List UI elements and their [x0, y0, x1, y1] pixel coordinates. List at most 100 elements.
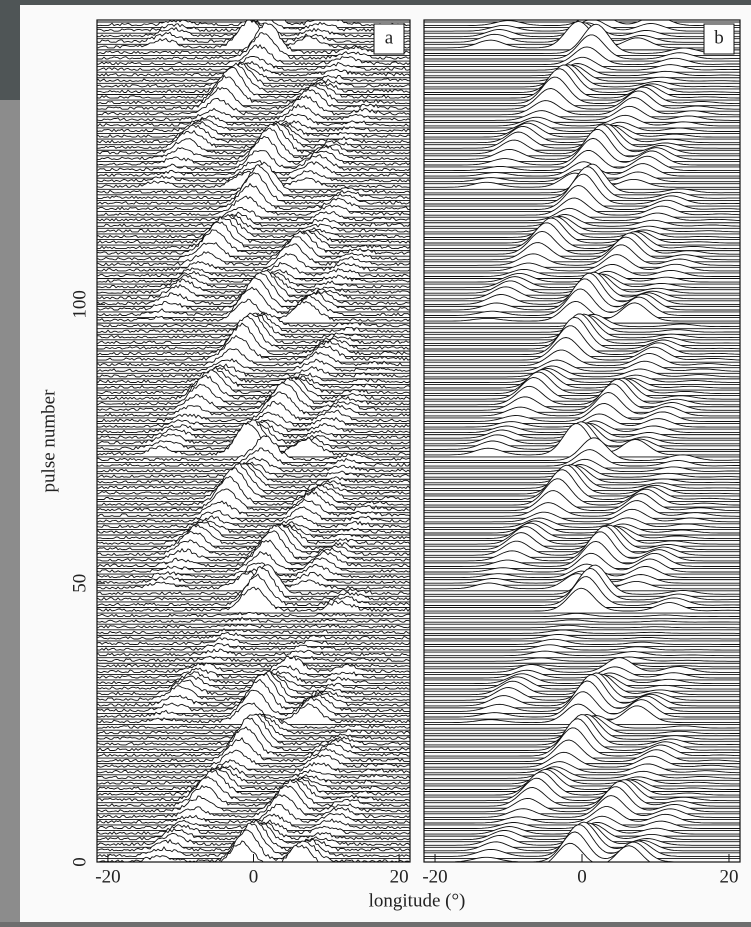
pulse-trace — [97, 298, 410, 324]
pulse-trace — [424, 105, 740, 123]
y-tick-label: 0 — [69, 857, 90, 867]
y-axis-label: pulse number — [38, 389, 59, 493]
pulse-trace — [97, 648, 410, 659]
pulse-trace — [424, 236, 740, 263]
pulse-trace — [424, 786, 740, 815]
pulse-trace — [97, 211, 410, 229]
pulse-trace — [424, 349, 740, 369]
pulse-trace — [424, 371, 740, 397]
traces — [97, 20, 410, 862]
pulse-trace — [424, 216, 740, 240]
pulse-trace — [97, 243, 410, 268]
pulse-trace — [424, 423, 740, 458]
pulse-trace — [424, 122, 740, 140]
pulse-trace — [97, 214, 410, 235]
pulse-trace — [424, 644, 740, 653]
pulse-trace — [97, 369, 410, 397]
pulse-trace — [424, 766, 740, 781]
pulse-trace — [97, 411, 410, 430]
pulse-trace — [547, 842, 651, 862]
pulse-trace — [424, 383, 740, 413]
pulse-trace — [97, 214, 410, 240]
pulse-trace — [97, 103, 410, 123]
pulse-trace — [97, 766, 410, 787]
pulse-trace — [97, 736, 410, 765]
pulse-trace — [424, 777, 740, 804]
pulse-trace — [97, 475, 410, 508]
pulse-trace — [97, 642, 410, 653]
pulse-trace — [97, 611, 410, 620]
pulse-trace — [97, 94, 410, 118]
pulse-trace — [97, 550, 410, 575]
pulse-trace — [424, 64, 740, 95]
pulse-trace — [424, 629, 740, 636]
pulse-trace — [97, 498, 410, 519]
pulse-trace — [424, 490, 740, 514]
pulse-trace — [97, 523, 410, 547]
pulse-trace — [424, 23, 740, 56]
pulse-trace — [424, 365, 740, 380]
pulse-trace — [424, 751, 740, 770]
pulse-trace — [424, 768, 740, 792]
pulse-trace — [97, 86, 410, 112]
pulse-trace — [97, 182, 410, 213]
pulse-trace — [424, 657, 740, 675]
pulse-trace — [424, 337, 740, 363]
pulse-trace — [424, 377, 740, 402]
pulse-trace — [424, 638, 740, 647]
pulse-trace — [97, 794, 410, 820]
x-tick-label: -20 — [95, 866, 120, 887]
pulse-trace — [97, 366, 410, 385]
pulse-trace — [97, 127, 410, 162]
pulse-trace — [424, 619, 740, 625]
pulse-trace — [97, 221, 410, 252]
pulse-trace — [424, 76, 740, 107]
pulse-trace — [424, 795, 740, 820]
pulse-trace — [97, 521, 410, 542]
pulse-trace — [97, 726, 410, 759]
pulse-trace — [424, 244, 740, 268]
pulse-trace — [424, 214, 740, 229]
pulse-trace — [424, 197, 740, 218]
pulse-trace — [97, 784, 410, 815]
pulse-trace — [424, 520, 740, 536]
pulse-trace — [97, 113, 410, 129]
pulse-trace — [97, 655, 410, 675]
pulse-trace — [97, 778, 410, 809]
pulse-trace — [424, 316, 740, 352]
pulse-trace — [424, 359, 740, 374]
pulse-trace — [97, 348, 410, 369]
pulse-trace — [424, 378, 740, 408]
pulse-trace — [424, 656, 740, 664]
pulse-trace — [97, 463, 410, 491]
pulse-trace — [424, 552, 740, 575]
pulse-trace — [424, 478, 740, 508]
pulse-trace — [424, 449, 740, 469]
pulse-trace — [97, 334, 410, 363]
pulse-trace — [97, 382, 410, 413]
pulse-trace — [220, 840, 320, 862]
panel-label-box — [703, 23, 735, 55]
pulse-trace — [424, 806, 740, 826]
pulse-trace — [424, 46, 740, 68]
traces — [424, 20, 740, 862]
pulse-trace — [424, 437, 740, 463]
pulse-trace — [424, 128, 740, 162]
panel-label-box — [373, 23, 405, 55]
pulse-trace — [97, 315, 410, 352]
pulse-trace — [424, 540, 740, 569]
x-tick-label: 20 — [719, 866, 738, 887]
pulse-trace — [97, 616, 410, 625]
pulse-trace — [97, 829, 410, 862]
pulse-trace — [424, 739, 740, 765]
pulse-trace — [97, 623, 410, 631]
pulse-trace — [97, 769, 410, 798]
pulse-trace — [424, 369, 740, 391]
pulse-trace — [424, 97, 740, 118]
pulse-trace — [424, 413, 740, 430]
pulse-trace — [97, 655, 410, 664]
pulse-trace — [424, 464, 740, 491]
pulse-trace — [424, 771, 740, 798]
x-tick-label: -20 — [422, 866, 447, 887]
pulse-trace — [97, 66, 410, 101]
